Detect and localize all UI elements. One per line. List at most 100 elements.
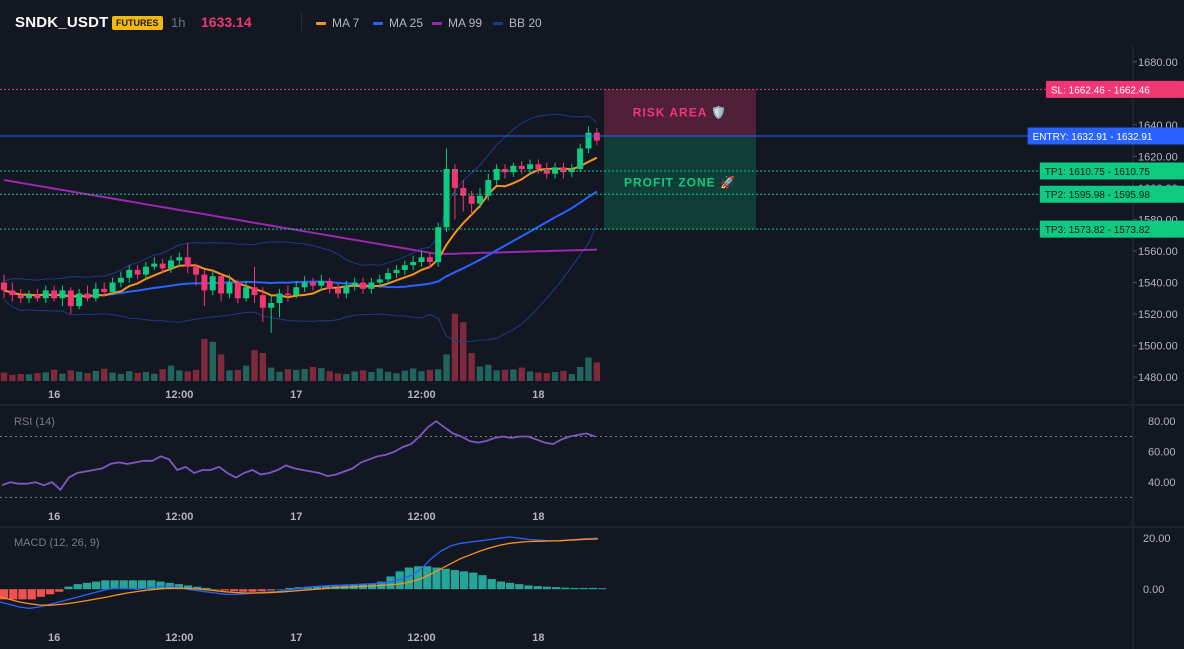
- candle-down: [184, 243, 191, 274]
- candle-body: [26, 295, 33, 299]
- macd-histogram-bar: [570, 587, 579, 590]
- volume-bar: [426, 369, 434, 381]
- volume-bar: [585, 357, 592, 381]
- volume-bar: [443, 354, 450, 381]
- candle-down: [326, 277, 333, 294]
- volume-bar: [209, 341, 216, 381]
- legend-ma99[interactable]: MA 99: [432, 16, 482, 30]
- candle-down: [193, 263, 200, 286]
- candle-body: [309, 282, 316, 286]
- rsi-x-tick-label: 16: [48, 511, 60, 523]
- legend-bb20-label: BB 20: [509, 16, 542, 30]
- volume-bar: [92, 370, 100, 381]
- macd-signal-line: [0, 538, 598, 606]
- take-profit-1-tag[interactable]: [1039, 162, 1184, 180]
- candle-body: [410, 262, 417, 266]
- candle-up: [276, 288, 283, 318]
- candle-down: [67, 287, 74, 315]
- macd-histogram-bar: [239, 589, 248, 592]
- candle-down: [134, 265, 141, 280]
- symbol-name[interactable]: SNDK_USDT: [15, 14, 109, 31]
- candle-body: [376, 279, 383, 283]
- macd-histogram-bar: [588, 587, 597, 590]
- candle-body: [368, 282, 375, 289]
- macd-histogram-bar: [64, 586, 73, 590]
- candle-up: [435, 222, 442, 267]
- candle-body: [234, 282, 241, 299]
- timeframe-selector[interactable]: 1h: [171, 15, 186, 30]
- volume-bar: [251, 350, 258, 381]
- volume-bar: [359, 370, 367, 381]
- macd-histogram-bar: [552, 587, 561, 590]
- candle-up: [226, 274, 233, 299]
- take-profit-2-tag[interactable]: [1039, 185, 1184, 203]
- candle-body: [251, 287, 258, 296]
- candle-up: [343, 280, 350, 299]
- stop-loss-tag[interactable]: [1045, 80, 1184, 98]
- volume-bar: [67, 370, 74, 381]
- volume-bar: [593, 362, 601, 381]
- legend-ma7[interactable]: MA 7: [316, 16, 359, 30]
- candle-body: [193, 266, 200, 275]
- volume-bar: [510, 369, 517, 381]
- macd-histogram-bar: [55, 589, 64, 592]
- candle-body: [485, 180, 492, 196]
- macd-histogram-bar: [561, 587, 570, 590]
- macd-histogram-bar: [487, 579, 496, 590]
- candle-down: [9, 282, 16, 302]
- macd-histogram-bar: [220, 589, 229, 591]
- price-plot-area[interactable]: [0, 46, 1133, 385]
- macd-histogram-bar: [506, 582, 515, 590]
- candle-body: [527, 164, 534, 169]
- candle-up: [243, 280, 250, 302]
- macd-histogram-bar: [423, 566, 432, 590]
- volume-bar: [409, 368, 417, 381]
- candle-body: [209, 276, 216, 291]
- candle-body: [393, 269, 400, 274]
- candle-up: [117, 271, 124, 288]
- price-x-tick-label: 12:00: [165, 389, 193, 401]
- price-y-tick-label: 1520.00: [1138, 309, 1178, 321]
- take-profit-1-tag-label: TP1: 1610.75 - 1610.75: [1045, 167, 1151, 178]
- macd-histogram-bar: [542, 586, 551, 590]
- candle-body: [117, 277, 124, 283]
- candle-down: [234, 279, 241, 304]
- volume-bar: [451, 313, 459, 381]
- candle-body: [318, 280, 325, 286]
- volume-bar: [159, 369, 166, 381]
- legend-bb20[interactable]: BB 20: [493, 16, 542, 30]
- macd-x-tick-label: 12:00: [165, 632, 193, 644]
- candle-body: [552, 167, 559, 174]
- take-profit-3-tag[interactable]: [1039, 220, 1184, 238]
- macd-histogram-bar: [414, 566, 423, 590]
- candle-body: [343, 285, 350, 294]
- macd-histogram-bar: [322, 585, 331, 590]
- volume-bar: [301, 368, 308, 381]
- chart-header: SNDK_USDT FUTURES 1h 1633.14 MA 7 MA 25 …: [0, 0, 1184, 46]
- macd-histogram-bar: [119, 580, 128, 590]
- entry-tag[interactable]: [1027, 127, 1184, 145]
- rsi-x-tick-label: 17: [290, 511, 302, 523]
- legend-ma25[interactable]: MA 25: [373, 16, 423, 30]
- volume-bar: [192, 369, 200, 381]
- rsi-x-tick-label: 18: [532, 511, 544, 523]
- volume-bar: [59, 373, 66, 381]
- candle-body: [560, 167, 567, 173]
- candle-body: [259, 295, 266, 308]
- macd-histogram-bar: [193, 586, 202, 590]
- candle-body: [268, 303, 275, 308]
- price-panel: 1480.001500.001520.001540.001560.001580.…: [0, 46, 1184, 406]
- candle-down: [84, 285, 91, 302]
- macd-histogram-bar: [202, 587, 211, 590]
- candle-body: [426, 257, 433, 263]
- volume-bar: [17, 374, 24, 381]
- volume-bar: [217, 354, 225, 381]
- take-profit-2-tag-label: TP2: 1595.98 - 1595.98: [1045, 190, 1151, 201]
- candle-body: [568, 168, 575, 173]
- candle-body: [543, 168, 550, 174]
- candle-body: [585, 132, 592, 149]
- candle-up: [476, 187, 483, 209]
- macd-histogram-bar: [598, 588, 607, 590]
- candle-down: [518, 161, 525, 174]
